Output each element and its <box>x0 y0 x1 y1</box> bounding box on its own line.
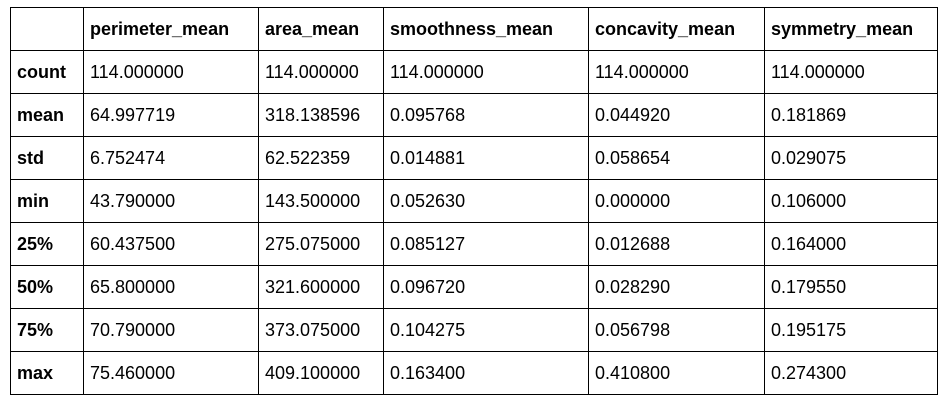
header-cell-concavity-mean: concavity_mean <box>588 7 765 51</box>
table-row: 25% 60.437500 275.075000 0.085127 0.0126… <box>10 222 938 266</box>
table-body: count 114.000000 114.000000 114.000000 1… <box>10 50 938 395</box>
table-cell: 0.106000 <box>764 179 938 223</box>
describe-table: perimeter_mean area_mean smoothness_mean… <box>10 7 938 395</box>
row-label: 50% <box>10 265 84 309</box>
table-header: perimeter_mean area_mean smoothness_mean… <box>10 7 938 51</box>
table-cell: 0.085127 <box>383 222 589 266</box>
table-cell: 0.052630 <box>383 179 589 223</box>
header-cell-area-mean: area_mean <box>258 7 384 51</box>
table-cell: 373.075000 <box>258 308 384 352</box>
table-cell: 60.437500 <box>83 222 259 266</box>
table-cell: 64.997719 <box>83 93 259 137</box>
table-cell: 0.195175 <box>764 308 938 352</box>
table-row: std 6.752474 62.522359 0.014881 0.058654… <box>10 136 938 180</box>
table-cell: 0.012688 <box>588 222 765 266</box>
row-label: min <box>10 179 84 223</box>
row-label: mean <box>10 93 84 137</box>
table-row: min 43.790000 143.500000 0.052630 0.0000… <box>10 179 938 223</box>
table-cell: 0.181869 <box>764 93 938 137</box>
row-label: count <box>10 50 84 94</box>
table-cell: 0.163400 <box>383 351 589 395</box>
table-cell: 0.058654 <box>588 136 765 180</box>
table-cell: 70.790000 <box>83 308 259 352</box>
header-cell-perimeter-mean: perimeter_mean <box>83 7 259 51</box>
table-row: 50% 65.800000 321.600000 0.096720 0.0282… <box>10 265 938 309</box>
table-cell: 318.138596 <box>258 93 384 137</box>
table-row: max 75.460000 409.100000 0.163400 0.4108… <box>10 351 938 395</box>
table-cell: 114.000000 <box>383 50 589 94</box>
table-cell: 114.000000 <box>258 50 384 94</box>
table-cell: 0.410800 <box>588 351 765 395</box>
table-cell: 409.100000 <box>258 351 384 395</box>
table-cell: 114.000000 <box>588 50 765 94</box>
table-row: count 114.000000 114.000000 114.000000 1… <box>10 50 938 94</box>
row-label: 25% <box>10 222 84 266</box>
header-cell-smoothness-mean: smoothness_mean <box>383 7 589 51</box>
table-cell: 62.522359 <box>258 136 384 180</box>
row-label: std <box>10 136 84 180</box>
table-row: 75% 70.790000 373.075000 0.104275 0.0567… <box>10 308 938 352</box>
table-cell: 6.752474 <box>83 136 259 180</box>
table-cell: 0.000000 <box>588 179 765 223</box>
table-cell: 0.104275 <box>383 308 589 352</box>
table-cell: 65.800000 <box>83 265 259 309</box>
table-cell: 0.056798 <box>588 308 765 352</box>
table-row: mean 64.997719 318.138596 0.095768 0.044… <box>10 93 938 137</box>
header-cell-symmetry-mean: symmetry_mean <box>764 7 938 51</box>
table-cell: 114.000000 <box>764 50 938 94</box>
header-row: perimeter_mean area_mean smoothness_mean… <box>10 7 938 51</box>
table-cell: 0.029075 <box>764 136 938 180</box>
table-cell: 321.600000 <box>258 265 384 309</box>
table-cell: 275.075000 <box>258 222 384 266</box>
describe-table-container: perimeter_mean area_mean smoothness_mean… <box>10 7 938 395</box>
table-cell: 0.095768 <box>383 93 589 137</box>
row-label: max <box>10 351 84 395</box>
table-cell: 0.028290 <box>588 265 765 309</box>
table-cell: 0.164000 <box>764 222 938 266</box>
table-cell: 0.044920 <box>588 93 765 137</box>
header-cell-corner <box>10 7 84 51</box>
table-cell: 75.460000 <box>83 351 259 395</box>
table-cell: 0.096720 <box>383 265 589 309</box>
table-cell: 0.014881 <box>383 136 589 180</box>
table-cell: 143.500000 <box>258 179 384 223</box>
table-cell: 114.000000 <box>83 50 259 94</box>
table-cell: 0.274300 <box>764 351 938 395</box>
table-cell: 0.179550 <box>764 265 938 309</box>
row-label: 75% <box>10 308 84 352</box>
table-cell: 43.790000 <box>83 179 259 223</box>
